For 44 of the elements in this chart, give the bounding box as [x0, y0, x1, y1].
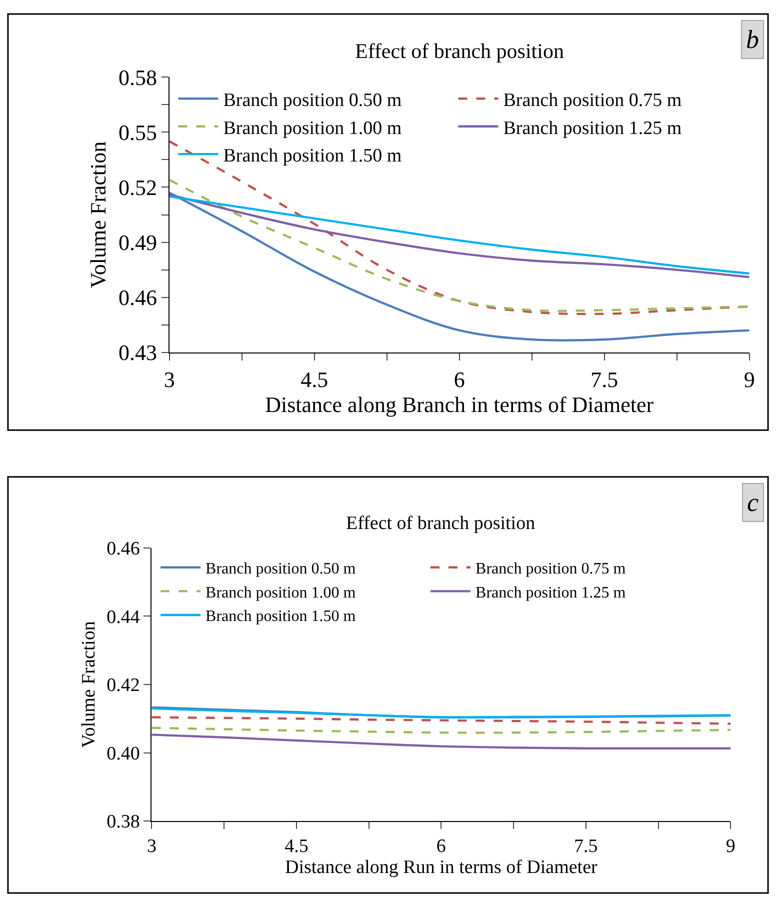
x-tick-label: 9 [744, 366, 755, 392]
legend-label: Branch position 1.25 m [476, 584, 626, 602]
y-tick-label: 0.58 [118, 64, 158, 90]
y-tick-label: 0.40 [106, 743, 140, 764]
legend-label: Branch position 1.50 m [206, 608, 356, 626]
y-axis-title: Volume Fraction [78, 620, 100, 748]
y-tick-label: 0.38 [106, 812, 140, 833]
y-tick-label: 0.46 [106, 538, 140, 560]
x-tick-label: 4.5 [284, 836, 308, 857]
x-tick-label: 6 [436, 836, 446, 857]
line-series [169, 140, 750, 316]
text: c [747, 488, 759, 517]
y-tick-label: 0.46 [118, 285, 158, 310]
legend-label: Branch position 0.75 m [503, 90, 682, 112]
chart-title: Effect of branch position [346, 513, 536, 534]
legend-label: Branch position 1.00 m [206, 584, 356, 602]
legend-label: Branch position 0.50 m [223, 90, 402, 112]
line-series [169, 192, 750, 342]
x-tick-label: 9 [726, 836, 736, 857]
chart-title: Effect of branch position [355, 39, 564, 63]
x-tick-label: 3 [164, 366, 175, 392]
y-tick-label: 0.52 [118, 174, 158, 200]
legend-label: Branch position 1.00 m [223, 118, 402, 139]
x-tick-label: 4.5 [300, 366, 328, 392]
x-tick-label: 7.5 [590, 366, 618, 392]
x-axis-title: Distance along Run in terms of Diameter [284, 856, 598, 878]
x-tick-label: 3 [146, 836, 156, 857]
y-tick-label: 0.44 [106, 606, 140, 628]
legend-label: Branch position 0.50 m [206, 560, 356, 578]
x-tick-label: 6 [454, 366, 465, 392]
line-series [152, 716, 731, 725]
text: b [746, 25, 759, 54]
line-series [169, 178, 750, 312]
line-series [152, 734, 731, 750]
y-tick-label: 0.42 [106, 675, 140, 696]
y-tick-label: 0.43 [118, 340, 158, 366]
x-axis-title: Distance along Branch in terms of Diameter [265, 392, 654, 417]
y-tick-label: 0.55 [118, 120, 158, 145]
legend-label: Branch position 1.50 m [223, 145, 402, 166]
y-axis-title: Volume Fraction [85, 141, 110, 288]
x-tick-label: 7.5 [574, 836, 598, 857]
y-tick-label: 0.49 [118, 230, 158, 255]
legend-label: Branch position 0.75 m [476, 560, 626, 578]
legend-label: Branch position 1.25 m [503, 118, 682, 139]
